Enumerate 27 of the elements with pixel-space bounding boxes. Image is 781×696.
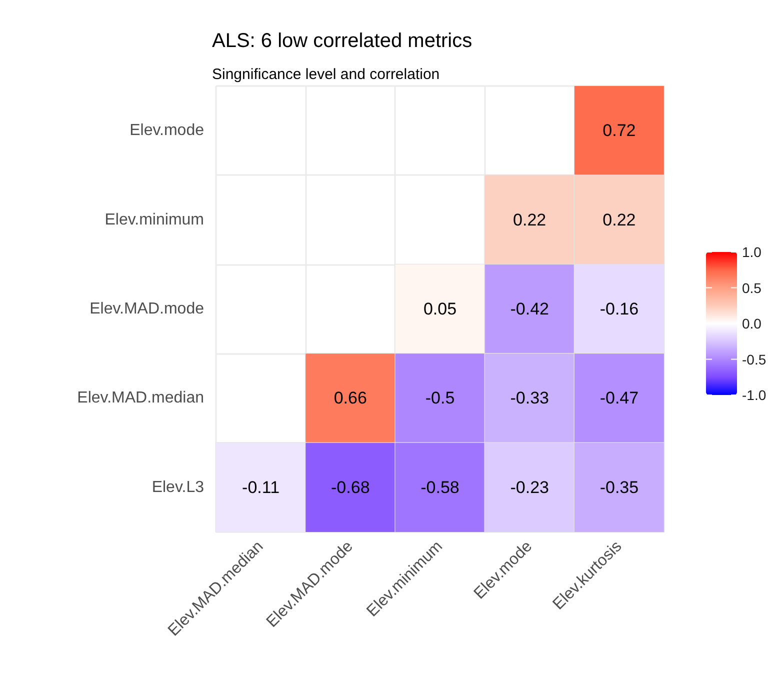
y-tick-label: Elev.minimum: [104, 211, 204, 228]
y-tick-label: Elev.mode: [130, 122, 204, 140]
color-bar-label: 0.0: [742, 316, 762, 332]
data-label: -0.68: [331, 478, 370, 497]
data-label: -0.23: [510, 478, 549, 497]
data-label: -0.11: [242, 478, 280, 497]
data-label: -0.33: [510, 388, 549, 408]
data-label: -0.16: [600, 300, 639, 318]
data-label: -0.5: [425, 388, 455, 408]
data-label: 0.66: [334, 388, 367, 408]
data-label: 0.72: [602, 121, 636, 140]
color-bar-label: -1.0: [742, 387, 766, 403]
data-label: -0.35: [600, 478, 639, 497]
y-tick-label: Elev.L3: [152, 478, 204, 496]
chart-title: ALS: 6 low correlated metrics: [212, 30, 472, 52]
y-tick-label: Elev.MAD.mode: [90, 300, 204, 318]
y-tick-label: Elev.MAD.median: [77, 390, 204, 407]
color-bar-label: 1.0: [742, 244, 762, 260]
chart-subtitle: Singnificance level and correlation: [212, 66, 440, 83]
data-label: -0.47: [600, 388, 639, 408]
color-bar-label: 0.5: [742, 280, 762, 296]
data-label: 0.22: [513, 210, 546, 230]
data-label: -0.58: [420, 478, 460, 497]
color-bar-label: -0.5: [742, 351, 766, 368]
data-label: 0.22: [602, 210, 636, 230]
data-label: 0.05: [423, 300, 457, 318]
data-label: -0.42: [510, 300, 549, 318]
